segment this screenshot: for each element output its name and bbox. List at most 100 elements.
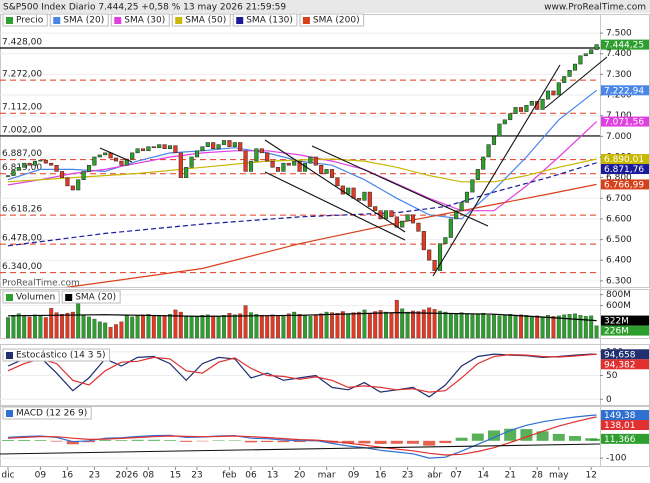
legend-item: SMA (20) bbox=[61, 290, 121, 304]
volume-bar bbox=[384, 311, 388, 339]
indicator-line bbox=[7, 414, 597, 459]
volume-bar bbox=[330, 312, 334, 339]
x-tick-label: mar bbox=[318, 471, 336, 481]
candle bbox=[227, 140, 232, 147]
candle bbox=[486, 144, 491, 158]
legend-label: SMA (20) bbox=[75, 293, 116, 303]
candle bbox=[292, 160, 297, 166]
candle bbox=[43, 159, 48, 164]
volume-bar bbox=[249, 312, 253, 339]
last-value-label: 7.444,25 bbox=[604, 41, 644, 51]
volume-bar bbox=[486, 315, 491, 339]
candle bbox=[216, 144, 221, 149]
header-title: S&P500 Index Diario 7.444,25 +0,58 % 13 … bbox=[3, 3, 286, 13]
volume-bar bbox=[178, 311, 183, 339]
candle bbox=[221, 140, 227, 145]
legend-label: Volumen bbox=[16, 293, 55, 303]
candle bbox=[464, 191, 470, 203]
candle bbox=[162, 144, 167, 149]
x-tick-label: 07 bbox=[450, 471, 461, 481]
x-tick-label: 09 bbox=[35, 471, 47, 481]
y-tick-label: 800M bbox=[606, 290, 631, 300]
candle bbox=[130, 152, 135, 160]
candle bbox=[54, 164, 59, 172]
candle bbox=[167, 145, 173, 149]
candle bbox=[362, 191, 367, 201]
volume-bar bbox=[470, 314, 475, 339]
legend-item: SMA (20) bbox=[49, 13, 109, 27]
volume-bar bbox=[421, 309, 426, 339]
volume-bar bbox=[367, 313, 372, 339]
candle bbox=[578, 55, 583, 65]
volume-bar bbox=[124, 315, 129, 339]
x-tick-label: 09 bbox=[348, 471, 360, 481]
histogram-bar bbox=[180, 440, 193, 442]
level-label: 6.887,00 bbox=[2, 149, 42, 159]
volume-bar bbox=[222, 315, 226, 339]
last-value-label: 94,382 bbox=[604, 360, 636, 370]
candle bbox=[556, 82, 561, 96]
last-value-box bbox=[601, 359, 649, 370]
histogram-bar bbox=[590, 438, 600, 441]
x-tick-label: may bbox=[549, 471, 569, 481]
volume-bar bbox=[405, 311, 410, 339]
x-tick-label: 16 bbox=[375, 471, 387, 481]
candle bbox=[173, 145, 178, 154]
histogram-bar bbox=[407, 440, 419, 444]
volume-bar bbox=[535, 315, 540, 339]
volume-bar bbox=[276, 315, 280, 339]
histogram-bar bbox=[50, 440, 63, 442]
volume-bar bbox=[324, 311, 329, 339]
x-tick-label: 16 bbox=[62, 471, 74, 481]
y-tick-label: 6.400 bbox=[606, 256, 632, 266]
candle bbox=[265, 152, 270, 162]
candle bbox=[113, 157, 119, 162]
candle bbox=[572, 63, 578, 71]
x-tick-label: 13 bbox=[267, 471, 278, 481]
y-tick-label: 7.300 bbox=[606, 70, 632, 80]
legend-box bbox=[2, 406, 92, 420]
level-label: 7.112,00 bbox=[2, 103, 42, 113]
sma-line bbox=[7, 162, 597, 247]
candle bbox=[27, 162, 32, 166]
volume-bar bbox=[38, 315, 43, 339]
volume-bar bbox=[60, 314, 64, 339]
legend-box bbox=[2, 13, 48, 27]
volume-bar bbox=[335, 312, 340, 339]
candle bbox=[400, 220, 405, 228]
volume-bar bbox=[459, 312, 464, 339]
candle bbox=[59, 171, 65, 178]
candle bbox=[491, 136, 497, 145]
legend-swatch bbox=[53, 17, 61, 24]
level-label: 7.002,00 bbox=[2, 125, 42, 135]
y-tick-label: 7.100 bbox=[606, 111, 632, 121]
level-label: 6.618,26 bbox=[2, 205, 42, 215]
level-label: 7.428,00 bbox=[2, 37, 42, 47]
candle bbox=[524, 105, 529, 112]
candle bbox=[351, 187, 356, 199]
candle bbox=[211, 142, 216, 149]
x-tick-label: feb bbox=[222, 471, 237, 481]
candle bbox=[200, 146, 205, 152]
volume-bar bbox=[394, 299, 399, 339]
candle bbox=[194, 150, 200, 158]
legend-box bbox=[2, 290, 60, 304]
last-value-label: 6.871,76 bbox=[604, 165, 644, 175]
legend-item: SMA (30) bbox=[110, 13, 170, 27]
y-tick-label: 7.400 bbox=[606, 49, 632, 59]
legend-label: Estocástico (14 3 5) bbox=[16, 351, 106, 361]
volume-bar bbox=[92, 318, 97, 339]
volume-bar bbox=[254, 314, 259, 339]
last-value-label: 7.071,56 bbox=[604, 118, 644, 128]
legend-label: SMA (50) bbox=[185, 16, 226, 26]
volume-bar bbox=[151, 315, 156, 339]
legend-swatch bbox=[6, 410, 13, 417]
volume-bar bbox=[259, 315, 264, 339]
candle bbox=[97, 154, 102, 158]
candle bbox=[324, 169, 329, 174]
histogram-bar bbox=[390, 440, 403, 444]
histogram-bar bbox=[374, 440, 387, 444]
histogram-bar bbox=[520, 429, 533, 441]
volume-bar bbox=[567, 314, 572, 339]
candle bbox=[432, 259, 437, 271]
